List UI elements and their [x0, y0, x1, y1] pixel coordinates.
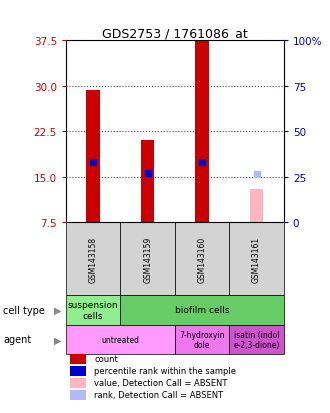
Bar: [66, 295, 120, 325]
Text: biofilm cells: biofilm cells: [175, 306, 229, 315]
Bar: [70, 390, 85, 400]
Text: isatin (indol
e-2,3-dione): isatin (indol e-2,3-dione): [233, 330, 280, 349]
Text: cell type: cell type: [3, 305, 45, 315]
Bar: [175, 223, 229, 295]
Text: GSM143158: GSM143158: [89, 236, 98, 282]
Bar: [195, 41, 209, 223]
Bar: [66, 325, 175, 354]
Text: ▶: ▶: [54, 305, 61, 315]
Bar: [70, 378, 85, 388]
Bar: [66, 223, 120, 295]
Text: suspension
cells: suspension cells: [68, 301, 118, 320]
Text: value, Detection Call = ABSENT: value, Detection Call = ABSENT: [94, 378, 228, 387]
Text: GSM143160: GSM143160: [198, 236, 207, 282]
Bar: [141, 141, 154, 223]
Bar: [120, 295, 284, 325]
Text: rank, Detection Call = ABSENT: rank, Detection Call = ABSENT: [94, 390, 223, 399]
Bar: [229, 325, 284, 354]
Title: GDS2753 / 1761086_at: GDS2753 / 1761086_at: [102, 27, 248, 40]
Bar: [70, 354, 85, 364]
Bar: [70, 366, 85, 376]
Bar: [86, 91, 100, 223]
Bar: [120, 223, 175, 295]
Text: ▶: ▶: [54, 335, 61, 345]
Bar: [175, 325, 229, 354]
Text: percentile rank within the sample: percentile rank within the sample: [94, 366, 236, 375]
Text: 7-hydroxyin
dole: 7-hydroxyin dole: [180, 330, 225, 349]
Bar: [250, 190, 263, 223]
Bar: [229, 223, 284, 295]
Text: untreated: untreated: [101, 335, 140, 344]
Text: GSM143161: GSM143161: [252, 236, 261, 282]
Text: count: count: [94, 354, 118, 363]
Text: agent: agent: [3, 335, 32, 345]
Text: GSM143159: GSM143159: [143, 236, 152, 282]
